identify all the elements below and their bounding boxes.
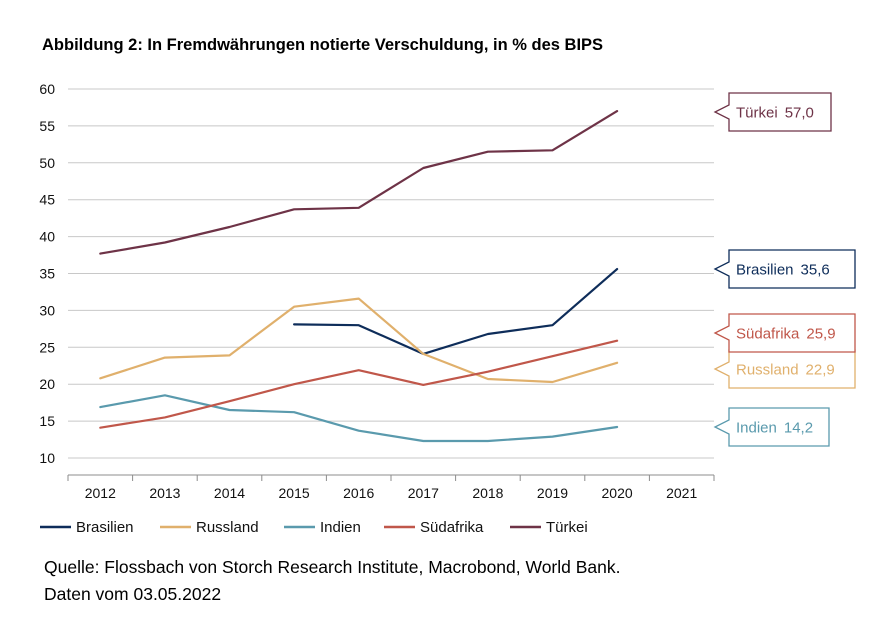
y-tick-label-25: 25	[39, 339, 55, 355]
legend-label-brasilien: Brasilien	[76, 519, 134, 536]
callout-text-russland: Russland 22,9	[736, 362, 835, 379]
callout-box-südafrika	[713, 313, 856, 353]
legend-label-indien: Indien	[320, 519, 361, 536]
callout-value-türkei: 57,0	[785, 105, 814, 122]
callout-label-südafrika: Südafrika	[736, 326, 800, 343]
callout-brasilien: Brasilien 35,6	[713, 249, 856, 289]
x-tick-label-2018: 2018	[472, 485, 503, 501]
y-tick-label-55: 55	[39, 118, 55, 134]
callout-label-indien: Indien	[736, 420, 777, 437]
legend-item-russland: Russland	[160, 519, 259, 536]
callout-value-südafrika: 25,9	[806, 326, 835, 343]
callout-indien: Indien 14,2	[713, 407, 830, 447]
series-line-brasilien	[293, 268, 619, 355]
callout-value-brasilien: 35,6	[801, 262, 830, 279]
y-tick-label-35: 35	[39, 266, 55, 282]
gridlines	[68, 88, 714, 459]
legend-item-südafrika: Südafrika	[384, 519, 484, 536]
y-tick-label-50: 50	[39, 155, 55, 171]
callout-text-südafrika: Südafrika 25,9	[736, 326, 836, 343]
callout-value-russland: 22,9	[806, 362, 835, 379]
callout-text-indien: Indien 14,2	[736, 420, 813, 437]
series-line-türkei	[99, 109, 619, 255]
x-tick-label-2012: 2012	[85, 485, 116, 501]
callout-text-türkei: Türkei 57,0	[736, 105, 814, 122]
x-tick-label-2019: 2019	[537, 485, 568, 501]
x-tick-label-2017: 2017	[408, 485, 439, 501]
x-tick-label-2015: 2015	[279, 485, 310, 501]
y-tick-label-60: 60	[39, 81, 55, 97]
callout-label-russland: Russland	[736, 362, 799, 379]
y-tick-label-15: 15	[39, 413, 55, 429]
source-note: Quelle: Flossbach von Storch Research In…	[44, 557, 621, 577]
callout-türkei: Türkei 57,0	[713, 92, 832, 132]
y-tick-label-30: 30	[39, 302, 55, 318]
callout-box-indien	[713, 407, 830, 447]
callout-russland: Russland 22,9	[713, 349, 856, 389]
y-tick-label-10: 10	[39, 450, 55, 466]
callout-box-brasilien	[713, 249, 856, 289]
legend-label-südafrika: Südafrika	[420, 519, 484, 536]
series-line-russland	[99, 297, 619, 384]
y-tick-label-45: 45	[39, 192, 55, 208]
legend-item-brasilien: Brasilien	[40, 519, 134, 536]
callout-label-brasilien: Brasilien	[736, 262, 794, 279]
series-lines	[99, 109, 619, 443]
series-line-indien	[99, 394, 619, 443]
chart-title: Abbildung 2: In Fremdwährungen notierte …	[42, 36, 604, 54]
axes: 10 15 20 25 30 35 40 45 50 55 60 2012 2013 2014 2015 20…	[39, 81, 715, 501]
data-date-note: Daten vom 03.05.2022	[44, 584, 222, 604]
x-tick-label-2021: 2021	[666, 485, 697, 501]
x-tick-label-2016: 2016	[343, 485, 374, 501]
x-tick-label-2014: 2014	[214, 485, 245, 501]
legend-label-türkei: Türkei	[546, 519, 588, 536]
legend-label-russland: Russland	[196, 519, 259, 536]
callout-label-türkei: Türkei	[736, 105, 778, 122]
legend: Brasilien Russland Indien Südafrika Türkei	[40, 519, 588, 536]
end-value-callouts: Brasilien 35,6 Russland 22,9 Indien 14,2 Südaf…	[713, 92, 856, 447]
callout-value-indien: 14,2	[784, 420, 813, 437]
y-tick-label-20: 20	[39, 376, 55, 392]
legend-item-indien: Indien	[284, 519, 361, 536]
x-tick-label-2020: 2020	[602, 485, 633, 501]
series-line-südafrika	[99, 339, 619, 429]
callout-box-russland	[713, 349, 856, 389]
x-tick-label-2013: 2013	[149, 485, 180, 501]
callout-text-brasilien: Brasilien 35,6	[736, 262, 830, 279]
y-tick-label-40: 40	[39, 229, 55, 245]
callout-box-türkei	[713, 92, 832, 132]
callout-südafrika: Südafrika 25,9	[713, 313, 856, 353]
legend-item-türkei: Türkei	[510, 519, 588, 536]
